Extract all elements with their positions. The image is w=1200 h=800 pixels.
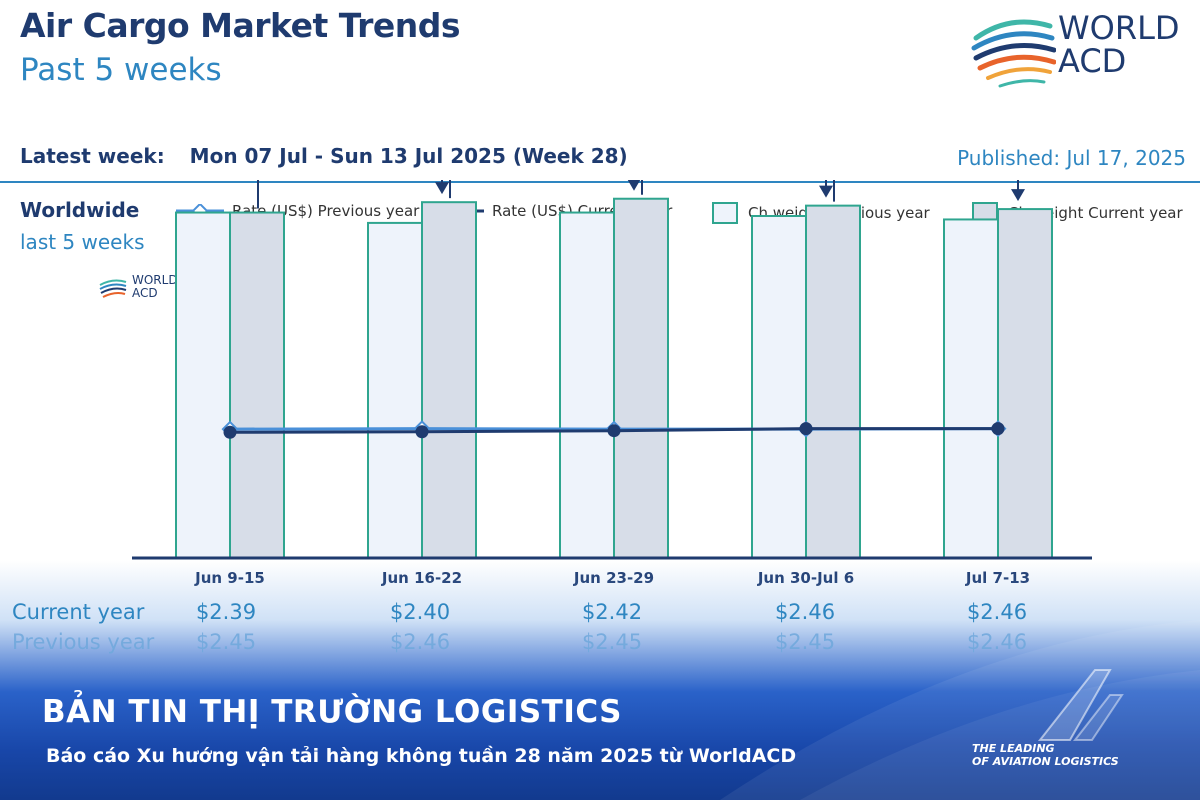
bar-chweight-current — [229, 211, 285, 560]
arrow-down-icon — [819, 185, 833, 198]
bar-chweight-current — [613, 197, 669, 560]
table-value-previous-year: $2.45 — [581, 630, 643, 654]
bar-chweight-previous — [943, 218, 999, 559]
bar-chweight-current — [421, 201, 477, 559]
change-connector — [257, 180, 443, 209]
point-rate-current — [607, 424, 621, 438]
banner-subline: Báo cáo Xu hướng vận tải hàng không tuần… — [46, 745, 797, 767]
table-value-current-year: $2.40 — [389, 600, 451, 624]
logo-text-acd: ACD — [1058, 42, 1127, 80]
chart-area: Jun 9-15Jun 16-22Jun 23-29Jun 30-Jul 6Ju… — [132, 180, 1092, 587]
worldacd-logo: WORLD ACD — [970, 8, 1186, 92]
swoosh-decoration — [720, 620, 1200, 800]
arrow-down-icon — [435, 182, 449, 195]
latest-week: Latest week: Mon 07 Jul - Sun 13 Jul 202… — [20, 144, 628, 168]
bottom-banner — [0, 560, 1200, 800]
table-value-previous-year: $2.46 — [389, 630, 451, 654]
latest-week-value: Mon 07 Jul - Sun 13 Jul 2025 (Week 28) — [189, 144, 628, 168]
point-rate-current — [799, 422, 813, 436]
tagline-line1: THE LEADING — [972, 742, 1055, 755]
small-logo-world: WORLD — [132, 273, 178, 287]
small-logo-acd: ACD — [132, 286, 158, 300]
table-value-current-year: $2.46 — [774, 600, 836, 624]
table-value-current-year: $2.42 — [581, 600, 643, 624]
logo-text-world: WORLD — [1058, 9, 1180, 47]
page-title: Air Cargo Market Trends — [20, 6, 461, 45]
globe-swirl-icon — [99, 279, 127, 298]
tagline-line2: OF AVIATION LOGISTICS — [972, 755, 1119, 768]
table-value-previous-year: $2.45 — [774, 630, 836, 654]
bar-chweight-previous — [175, 211, 231, 560]
table-value-previous-year: $2.45 — [195, 630, 257, 654]
globe-swirl-icon — [971, 19, 1057, 88]
bar-chweight-previous — [559, 211, 615, 560]
box-outline-icon — [712, 202, 738, 224]
table-value-current-year: $2.39 — [195, 600, 257, 624]
arrow-down-icon — [1011, 189, 1025, 202]
table-value-current-year: $2.46 — [966, 600, 1028, 624]
point-rate-current — [223, 425, 237, 439]
page-subtitle: Past 5 weeks — [20, 52, 222, 88]
arrow-down-icon — [627, 180, 641, 191]
aviation-emblem-icon — [1037, 669, 1124, 741]
point-rate-current — [991, 422, 1005, 436]
bar-chweight-previous — [751, 215, 807, 559]
row-label-previous-year: Previous year — [12, 630, 155, 654]
bar-chweight-current — [997, 208, 1053, 559]
small-worldacd-logo: WORLD ACD — [98, 274, 188, 304]
published-date: Published: Jul 17, 2025 — [957, 146, 1186, 170]
point-rate-current — [415, 425, 429, 439]
row-label-current-year: Current year — [12, 600, 145, 624]
banner-tagline: THE LEADING OF AVIATION LOGISTICS — [972, 742, 1119, 768]
bar-chweight-current — [805, 204, 861, 560]
table-value-previous-year: $2.46 — [966, 630, 1028, 654]
header-divider — [0, 181, 1200, 183]
region-period: last 5 weeks — [20, 230, 145, 254]
change-connector — [833, 180, 1019, 202]
bar-chweight-previous — [367, 221, 423, 560]
region-name: Worldwide — [20, 198, 140, 222]
banner-headline: BẢN TIN THỊ TRƯỜNG LOGISTICS — [42, 694, 623, 730]
change-connector — [641, 180, 827, 195]
change-connector — [449, 180, 635, 199]
latest-week-label: Latest week: — [20, 144, 165, 168]
